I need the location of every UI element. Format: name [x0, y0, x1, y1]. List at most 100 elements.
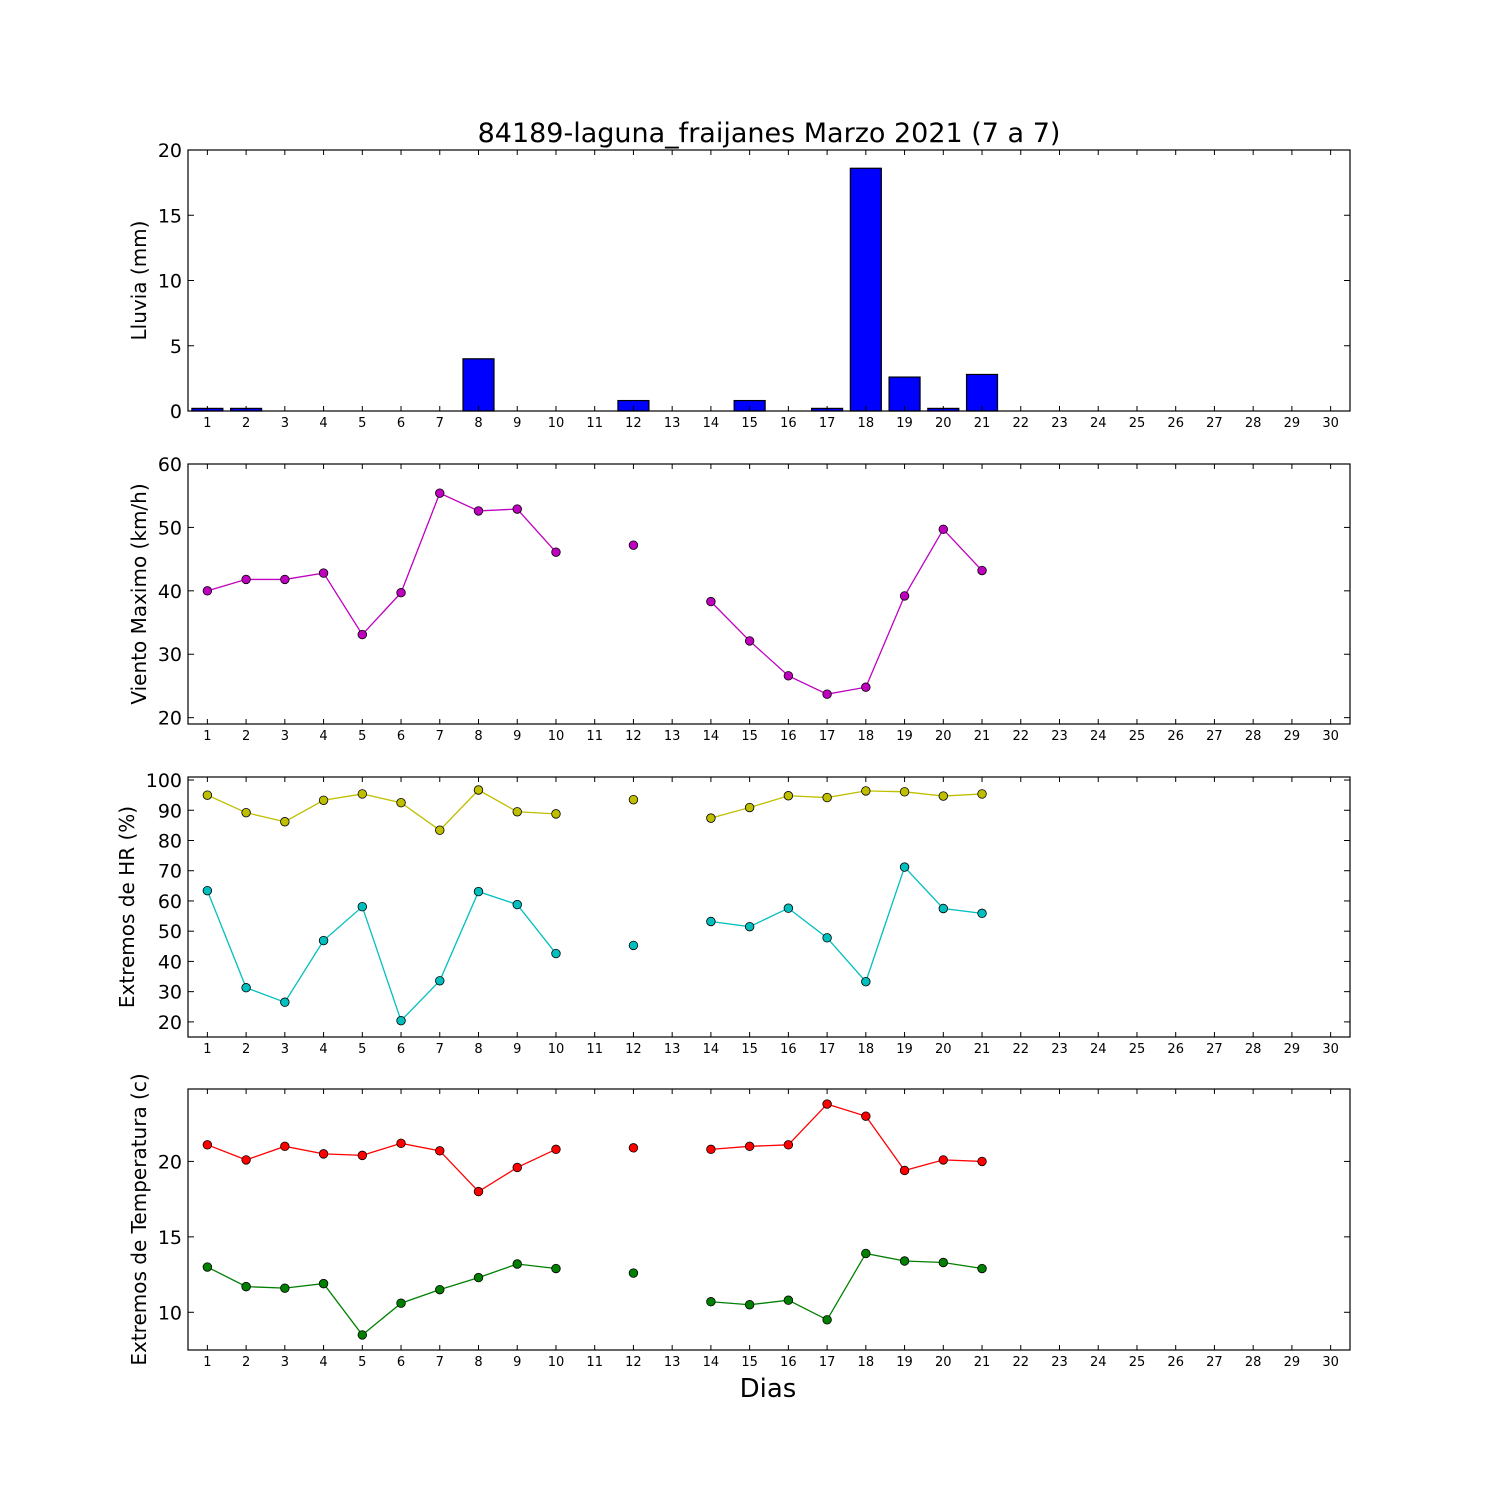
series-2-point-day-4 [318, 1278, 329, 1289]
y-axis-label: Extremos de HR (%) [115, 806, 139, 1008]
series-1-point-day-20 [938, 791, 949, 801]
xtick-label: 5 [358, 729, 366, 744]
xtick-label: 8 [474, 729, 482, 744]
series-2-point-day-16 [783, 903, 794, 913]
xtick-label: 1 [203, 1355, 211, 1370]
xtick-label: 24 [1090, 729, 1107, 744]
series-1-point-day-3 [280, 1141, 290, 1152]
xtick-label: 21 [974, 416, 991, 431]
xtick-label: 23 [1051, 729, 1068, 744]
series-1-point-day-5 [357, 1150, 368, 1161]
xtick-label: 27 [1206, 1042, 1223, 1057]
series-1-point-day-14 [706, 1144, 716, 1155]
plot-frame [187, 776, 1351, 1038]
series-2-point-day-10 [551, 948, 561, 959]
xtick-label: 20 [935, 1042, 952, 1057]
xtick-label: 22 [1012, 1355, 1029, 1370]
xtick-label: 21 [974, 1355, 991, 1370]
series-1-point-day-18 [861, 786, 871, 796]
series-2-point-day-5 [357, 901, 368, 912]
ytick-label: 70 [158, 861, 182, 883]
ytick-label: 20 [158, 1151, 182, 1173]
xtick-label: 14 [703, 416, 720, 431]
series-1-point-day-5 [357, 629, 368, 640]
series-1-point-day-1 [202, 790, 213, 800]
xtick-label: 16 [780, 1042, 797, 1057]
series-2-point-day-20 [938, 1257, 949, 1268]
xtick-label: 15 [741, 729, 758, 744]
xtick-label: 16 [780, 1355, 797, 1370]
series-1-point-day-12 [628, 794, 639, 805]
ytick-label: 15 [158, 205, 182, 227]
ytick-label: 5 [170, 336, 182, 358]
xtick-label: 6 [397, 416, 405, 431]
xtick-label: 15 [741, 1355, 758, 1370]
series-2-point-day-8 [473, 1272, 484, 1283]
series-2-point-day-1 [202, 1262, 213, 1272]
series-2-point-day-19 [899, 1256, 910, 1266]
ytick-label: 20 [158, 140, 182, 162]
xtick-label: 7 [436, 1042, 444, 1057]
xtick-label: 3 [281, 729, 289, 744]
series-1-point-day-19 [899, 1165, 910, 1176]
series-1-point-day-19 [899, 787, 910, 797]
series-1-line-segment-3 [710, 528, 983, 695]
series-2-point-day-8 [473, 886, 484, 897]
series-1-point-day-10 [551, 1144, 561, 1155]
ytick-label: 10 [158, 271, 182, 293]
series-1-point-day-4 [318, 568, 329, 578]
xtick-label: 11 [586, 1355, 603, 1370]
series-2-point-day-12 [628, 940, 639, 951]
xtick-label: 11 [586, 416, 603, 431]
series-1-point-day-8 [473, 1186, 484, 1197]
xtick-label: 30 [1322, 729, 1339, 744]
series-1-point-day-6 [396, 797, 406, 808]
series-2-point-day-18 [861, 976, 871, 987]
xtick-label: 25 [1129, 416, 1146, 431]
xtick-label: 24 [1090, 416, 1107, 431]
ytick-label: 50 [158, 517, 182, 539]
ytick-label: 60 [158, 454, 182, 476]
plot-frame [187, 463, 1351, 725]
series-2-point-day-6 [396, 1015, 406, 1026]
series-2-point-day-17 [822, 933, 832, 943]
series-1-point-day-3 [280, 817, 290, 827]
series-2-point-day-6 [396, 1298, 406, 1308]
series-2-point-day-4 [318, 935, 329, 946]
xtick-label: 11 [586, 1042, 603, 1057]
ytick-label: 50 [158, 921, 182, 943]
ytick-label: 100 [146, 770, 182, 792]
series-1-point-day-15 [744, 802, 755, 813]
xtick-label: 13 [664, 1042, 681, 1057]
series-1-point-day-20 [938, 524, 949, 535]
xtick-label: 23 [1051, 1042, 1068, 1057]
series-2-point-day-16 [783, 1295, 794, 1305]
xtick-label: 7 [436, 416, 444, 431]
series-2-point-day-7 [435, 1284, 445, 1295]
xtick-label: 27 [1206, 729, 1223, 744]
xtick-label: 12 [625, 1355, 642, 1370]
xtick-label: 17 [819, 416, 836, 431]
series-1-point-day-18 [861, 682, 871, 692]
xtick-label: 22 [1012, 416, 1029, 431]
xtick-label: 6 [397, 1355, 405, 1370]
xtick-label: 21 [974, 1042, 991, 1057]
series-2-point-day-2 [241, 1281, 251, 1292]
series-1-point-day-6 [396, 1138, 406, 1149]
ytick-label: 30 [158, 982, 182, 1004]
series-1-point-day-21 [977, 565, 987, 576]
xtick-label: 5 [358, 416, 366, 431]
xtick-label: 27 [1206, 1355, 1223, 1370]
xtick-label: 23 [1051, 416, 1068, 431]
xtick-label: 5 [358, 1042, 366, 1057]
series-1-point-day-17 [822, 792, 832, 803]
subplot-4: 1 2 3 4 5 6 7 8 9 10 11 12 13 14 15 16 17 18 19 20 21 22 23 24 2… [127, 1073, 1351, 1404]
xtick-label: 19 [896, 1042, 913, 1057]
ytick-label: 20 [158, 1012, 182, 1034]
xtick-label: 22 [1012, 729, 1029, 744]
series-1-point-day-7 [435, 1146, 445, 1156]
xtick-label: 30 [1322, 416, 1339, 431]
series-2-point-day-9 [512, 899, 522, 910]
xtick-label: 4 [319, 729, 327, 744]
